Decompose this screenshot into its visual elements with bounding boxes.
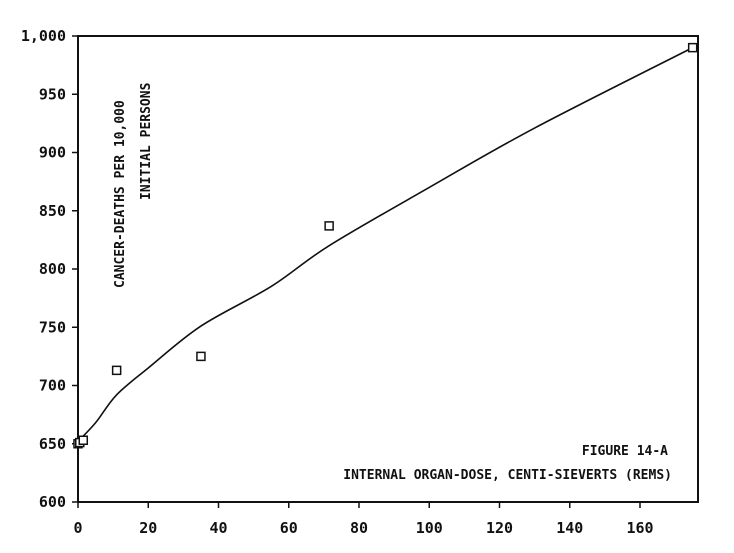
- y-tick-label: 1,000: [21, 27, 66, 45]
- x-tick-label: 60: [280, 519, 298, 537]
- y-axis-label-line-1: CANCER-DEATHS PER 10,000: [113, 100, 128, 288]
- data-point-marker: [687, 42, 698, 53]
- y-tick-label: 700: [39, 377, 66, 395]
- x-tick-label: 20: [139, 519, 157, 537]
- fitted-curve-line: [77, 46, 694, 442]
- x-axis-label: INTERNAL ORGAN-DOSE, CENTI-SIEVERTS (REM…: [343, 468, 672, 483]
- x-tick-label: 0: [73, 519, 82, 537]
- y-tick-label: 750: [39, 318, 66, 336]
- plot-frame: [77, 35, 699, 503]
- y-tick-label: 600: [39, 493, 66, 511]
- y-tick-label: 650: [39, 435, 66, 453]
- x-tick-label: 160: [626, 519, 653, 537]
- x-tick-label: 140: [556, 519, 583, 537]
- y-tick-label: 950: [39, 85, 66, 103]
- data-point-marker: [196, 351, 206, 362]
- x-tick-label: 80: [350, 519, 368, 537]
- figure-label: FIGURE 14-A: [582, 444, 668, 459]
- x-tick-label: 40: [209, 519, 227, 537]
- data-point-marker: [324, 221, 334, 231]
- data-point-marker: [78, 435, 89, 446]
- x-tick-label: 100: [416, 519, 443, 537]
- y-tick-label: 900: [39, 144, 66, 162]
- axis-ticks: 0 20 40 60 80 100 120 140 160 600 650 700 750 800 850 9…: [21, 27, 654, 537]
- y-axis-label-line-2: INITIAL PERSONS: [139, 82, 154, 200]
- y-tick-label: 850: [39, 202, 66, 220]
- y-tick-label: 800: [39, 260, 66, 278]
- data-markers: [73, 42, 698, 449]
- data-point-marker: [111, 365, 122, 376]
- x-tick-label: 120: [486, 519, 513, 537]
